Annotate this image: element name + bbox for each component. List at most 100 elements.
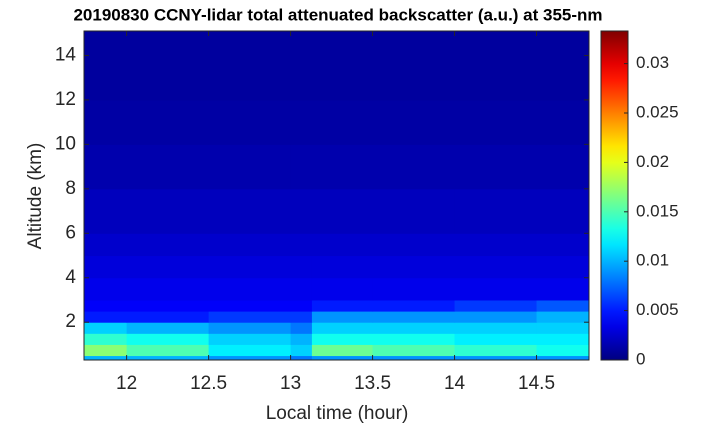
x-tick-label: 14.5 [518, 373, 555, 394]
colorbar-tick-label: 0.015 [636, 201, 679, 220]
heatmap-cell [372, 277, 456, 301]
heatmap-cell [372, 344, 456, 357]
heatmap-cell [454, 355, 538, 361]
heatmap-cell [126, 333, 210, 345]
heatmap-cell [454, 277, 538, 301]
heatmap-cell [536, 277, 590, 301]
heatmap-cell [84, 233, 128, 257]
heatmap-cell [208, 355, 292, 361]
heatmap-cell [536, 299, 590, 312]
heatmap-cell [536, 188, 590, 234]
heatmap-cell [311, 144, 374, 190]
heatmap-cell [536, 344, 590, 357]
heatmap-cell [536, 99, 590, 145]
heatmap-cell [208, 333, 292, 345]
heatmap-cell [208, 277, 292, 301]
heatmap-cell [208, 144, 292, 190]
y-tick-label: 12 [55, 89, 76, 110]
heatmap-cell [208, 322, 292, 334]
colorbar-tick-label: 0.025 [636, 102, 679, 121]
colorbar-tick-label: 0.02 [636, 152, 669, 171]
heatmap-cell [372, 333, 456, 345]
heatmap-cell [208, 299, 292, 312]
heatmap-cell [208, 311, 292, 323]
y-tick-label: 4 [65, 267, 76, 288]
heatmap-cell [290, 31, 313, 101]
x-axis-label: Local time (hour) [266, 403, 409, 424]
heatmap-cell [84, 255, 128, 279]
heatmap-cell [536, 333, 590, 345]
heatmap-cell [290, 311, 313, 323]
colorbar-tick-label: 0.03 [636, 53, 669, 72]
heatmap-cell [454, 188, 538, 234]
heatmap-cell [208, 188, 292, 234]
heatmap-cell [454, 144, 538, 190]
heatmap-cell [208, 233, 292, 257]
heatmap-cell [372, 299, 456, 312]
heatmap-cell [290, 333, 313, 345]
heatmap-cell [372, 31, 456, 101]
heatmap-cell [290, 255, 313, 279]
heatmap-cell [126, 255, 210, 279]
heatmap-cell [536, 31, 590, 101]
heatmap-cell [454, 233, 538, 257]
heatmap-cell [372, 255, 456, 279]
heatmap-cell [290, 144, 313, 190]
heatmap-cell [311, 99, 374, 145]
heatmap-cell [126, 311, 210, 323]
x-tick-label: 12 [116, 373, 137, 394]
heatmap-cell [454, 333, 538, 345]
heatmap-cell [372, 144, 456, 190]
heatmap-cell [126, 31, 210, 101]
heatmap-cell [84, 333, 128, 345]
y-tick-label: 2 [65, 311, 76, 332]
heatmap-cell [208, 255, 292, 279]
heatmap-cell [84, 31, 128, 101]
heatmap-cell [311, 188, 374, 234]
heatmap-cell [536, 311, 590, 323]
x-tick-label: 13.5 [354, 373, 391, 394]
heatmap-cell [290, 299, 313, 312]
heatmap-cell [311, 277, 374, 301]
heatmap-cell [84, 99, 128, 145]
heatmap-cell [290, 355, 313, 361]
colorbar-tick-label: 0.005 [636, 300, 679, 319]
y-tick-label: 10 [55, 133, 76, 154]
heatmap-cell [454, 299, 538, 312]
heatmap-cell [126, 344, 210, 357]
heatmap-cell [454, 322, 538, 334]
heatmap-cell [372, 99, 456, 145]
heatmap-cell [126, 233, 210, 257]
heatmap-cell [311, 333, 374, 345]
heatmap-cell [84, 277, 128, 301]
heatmap-cell [126, 144, 210, 190]
y-tick-label: 14 [55, 44, 77, 65]
heatmap-cell [372, 233, 456, 257]
colorbar-tick-label: 0.01 [636, 251, 669, 270]
heatmap-cell [126, 299, 210, 312]
heatmap-cell [454, 311, 538, 323]
heatmap-cell [290, 344, 313, 357]
heatmap-cell [126, 355, 210, 361]
heatmap-cell [311, 299, 374, 312]
heatmap-cell [536, 355, 590, 361]
heatmap-cell [126, 277, 210, 301]
heatmap-cell [84, 188, 128, 234]
heatmap-cell [372, 322, 456, 334]
heatmap-cell [208, 99, 292, 145]
heatmap-cell [84, 299, 128, 312]
heatmap-cell [208, 344, 292, 357]
heatmap-cell [84, 344, 128, 357]
heatmap-cell [84, 355, 128, 361]
heatmap-cell [536, 233, 590, 257]
heatmap-cell [84, 311, 128, 323]
heatmap-cell [84, 144, 128, 190]
heatmap-cell [454, 255, 538, 279]
heatmap-cell [311, 31, 374, 101]
chart-title: 20190830 CCNY-lidar total attenuated bac… [73, 5, 602, 24]
heatmap-cell [454, 31, 538, 101]
heatmap-cell [536, 322, 590, 334]
heatmap-cell [311, 311, 374, 323]
x-tick-label: 12.5 [190, 373, 227, 394]
